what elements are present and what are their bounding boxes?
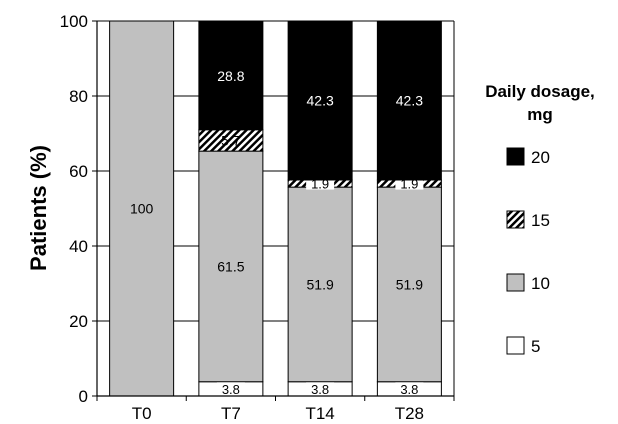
data-label-background: [306, 381, 335, 395]
bar-segment-20-mg-T7: [198, 21, 264, 131]
legend-title: Daily dosage,: [485, 82, 595, 101]
y-tick-label: 100: [60, 12, 88, 31]
bar-segment-10-mg-T0: [109, 20, 175, 397]
data-label: 3.8: [400, 382, 418, 397]
data-label: 3.8: [222, 382, 240, 397]
legend-title: mg: [527, 105, 553, 124]
y-tick-label: 0: [79, 387, 88, 406]
data-label: 51.9: [307, 276, 334, 292]
data-label: 5.7: [221, 132, 241, 148]
x-tick-label: T7: [221, 404, 241, 423]
legend-swatch-20: [506, 147, 525, 166]
data-label: 61.5: [217, 258, 244, 274]
bar-segment-10-mg-T28: [376, 186, 442, 383]
x-tick-label: T0: [132, 404, 152, 423]
y-tick-label: 20: [69, 312, 88, 331]
x-tick-label: T28: [395, 404, 424, 423]
data-label: 42.3: [307, 93, 334, 109]
x-tick-label: T14: [305, 404, 334, 423]
legend-label: 5: [531, 337, 540, 356]
legend-label: 10: [531, 274, 550, 293]
legend-swatch-15: [506, 210, 525, 229]
legend-label: 20: [531, 148, 550, 167]
legend-label: 15: [531, 211, 550, 230]
y-tick-label: 60: [69, 162, 88, 181]
data-label: 42.3: [396, 93, 423, 109]
data-label: 3.8: [311, 382, 329, 397]
data-label-background: [395, 381, 424, 395]
y-tick-label: 40: [69, 237, 88, 256]
bar-segment-10-mg-T14: [287, 186, 353, 383]
y-axis-label: Patients (%): [26, 145, 51, 271]
bar-segment-10-mg-T7: [198, 150, 264, 383]
data-label: 28.8: [217, 68, 244, 84]
data-label: 100: [130, 201, 154, 217]
bars: 1003.861.55.728.83.851.91.942.33.851.91.…: [109, 20, 442, 397]
y-tick-label: 80: [69, 87, 88, 106]
legend: Daily dosage, mg 20 15 10 5: [485, 82, 595, 356]
legend-swatch-10: [506, 273, 525, 292]
data-label-background: [216, 381, 245, 395]
legend-swatch-5: [506, 336, 525, 355]
bar-segment-20-mg-T14: [287, 20, 353, 181]
bar-segment-20-mg-T28: [376, 20, 442, 181]
data-label: 51.9: [396, 276, 423, 292]
axes: T0 T7 T14 T28 0 20 40 60 80 100: [60, 12, 455, 423]
